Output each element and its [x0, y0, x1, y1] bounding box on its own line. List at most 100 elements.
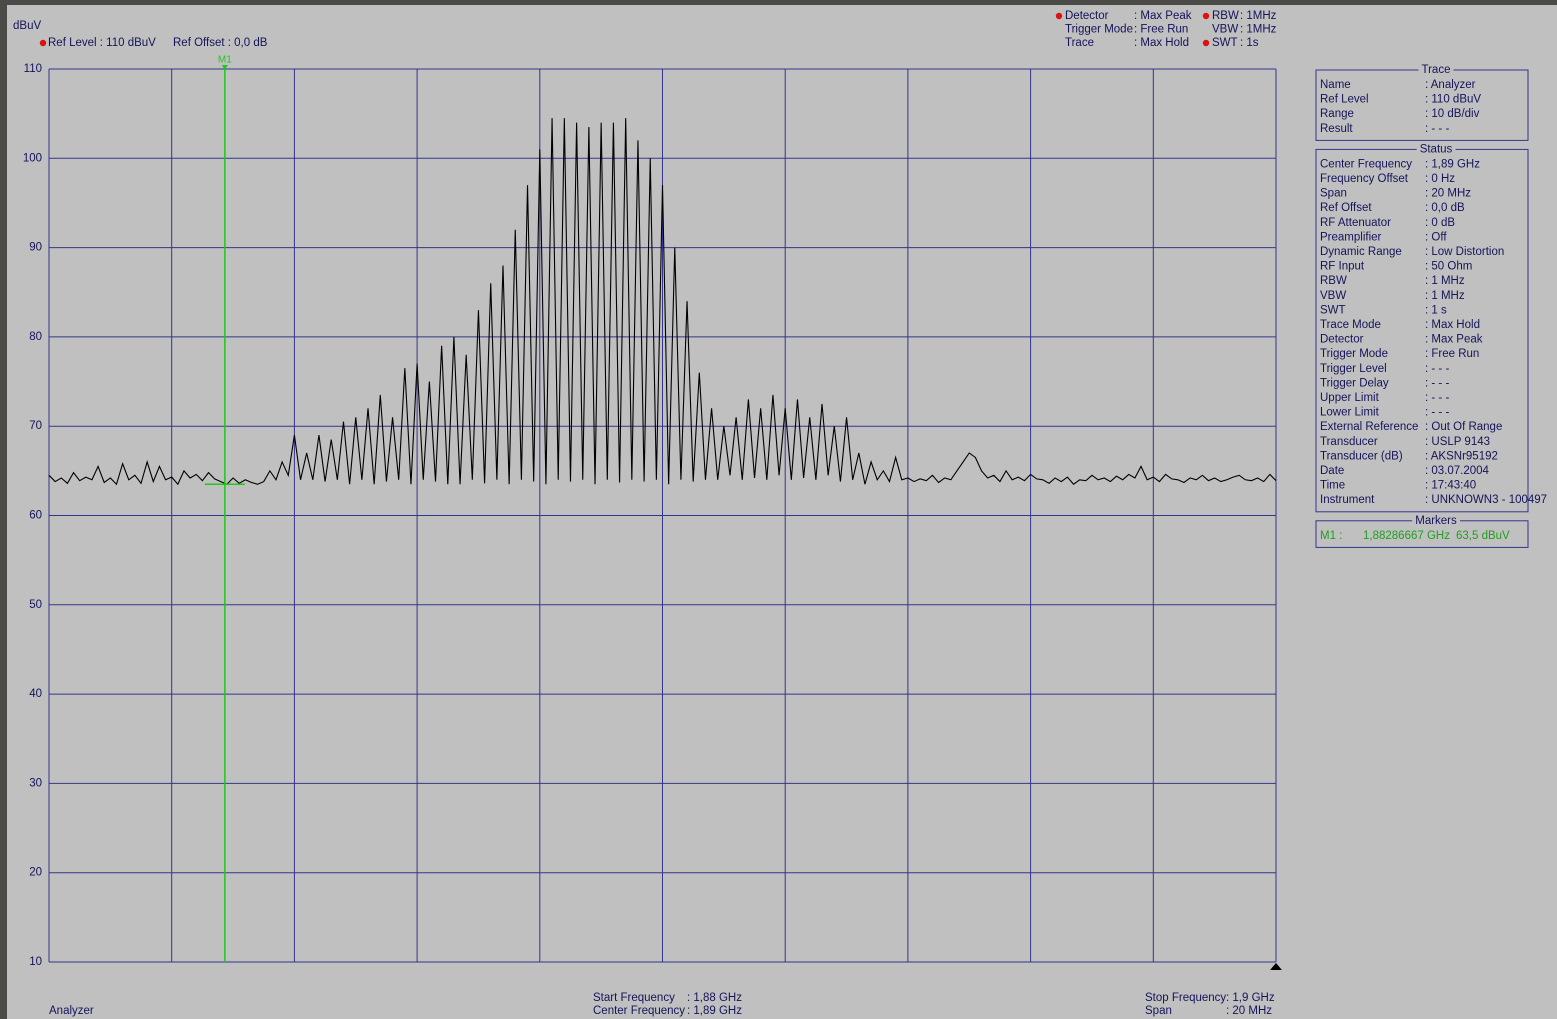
panel-label: Frequency Offset: [1320, 173, 1409, 185]
panel-label: Ref Offset: [1320, 202, 1372, 214]
panel-value: : USLP 9143: [1425, 436, 1490, 448]
axis-arrow: [1270, 963, 1282, 970]
panel-title-bg: [1416, 143, 1456, 156]
panel-value: : 0 dB: [1425, 217, 1455, 229]
y-tick-label: 80: [29, 331, 42, 343]
setting-label: RBW: [1212, 10, 1239, 22]
setting-value: : 1MHz: [1240, 10, 1277, 22]
y-tick-label: 10: [29, 956, 42, 968]
panel-title: Status: [1420, 143, 1453, 155]
panel-value: : 20 MHz: [1425, 188, 1471, 200]
panel-value: : UNKNOWN3 - 100497: [1425, 494, 1547, 506]
setting-label: Trigger Mode: [1065, 24, 1133, 36]
panel-value: : - - -: [1425, 363, 1449, 375]
panel-label: RBW: [1320, 275, 1347, 287]
panel-label: Preamplifier: [1320, 231, 1382, 243]
y-tick-label: 110: [24, 63, 42, 75]
panel-value: : Max Peak: [1425, 334, 1483, 346]
panel-label: M1 :: [1320, 530, 1342, 542]
panel-label: Trigger Delay: [1320, 377, 1389, 389]
panel-label: RF Input: [1320, 261, 1365, 273]
panel-value: : Off: [1425, 231, 1447, 243]
y-tick-label: 50: [29, 599, 42, 611]
footer-value: : 1,89 GHz: [687, 1005, 742, 1017]
y-axis-label: dBuV: [13, 20, 41, 32]
panel-value: : 1 MHz: [1425, 290, 1465, 302]
setting-label: SWT: [1212, 37, 1238, 49]
y-tick-label: 70: [29, 420, 42, 432]
panel-label: Result: [1320, 123, 1353, 135]
header-setting: Ref Offset : 0,0 dB: [173, 37, 268, 49]
panel-value: : 10 dB/div: [1425, 108, 1480, 120]
y-tick-label: 100: [23, 152, 42, 164]
status-dot: [1202, 12, 1210, 20]
panel-value: : - - -: [1425, 123, 1449, 135]
panel-value: : 03.07.2004: [1425, 465, 1490, 477]
panel-label: Span: [1320, 188, 1347, 200]
setting-label: Detector: [1065, 10, 1109, 22]
panel-label: Trigger Level: [1320, 363, 1387, 375]
trace-line: [48, 118, 1277, 486]
panel-value: : 1,89 GHz: [1425, 158, 1480, 170]
panel-label: Dynamic Range: [1320, 246, 1402, 258]
panel-value: : 50 Ohm: [1425, 261, 1472, 273]
marker-arrow: [221, 65, 228, 70]
panel-value: : Analyzer: [1425, 79, 1476, 91]
status-dot: [1055, 12, 1063, 20]
status-dot: [1202, 39, 1210, 47]
panel-value: : Low Distortion: [1425, 246, 1504, 258]
panel-value: : 0,0 dB: [1425, 202, 1465, 214]
panel-value: : Out Of Range: [1425, 421, 1502, 433]
panel-value: : Free Run: [1425, 348, 1479, 360]
footer-label: Start Frequency: [593, 992, 675, 1004]
setting-value: : 1s: [1240, 37, 1259, 49]
panel-title-bg: [1412, 514, 1461, 527]
panel-label: Time: [1320, 480, 1345, 492]
footer-value: : 1,9 GHz: [1226, 992, 1275, 1004]
marker-label: M1: [218, 55, 232, 66]
panel-label: External Reference: [1320, 421, 1418, 433]
footer-label: Span: [1145, 1005, 1172, 1017]
trace-name: Analyzer: [49, 1005, 94, 1017]
panel-label: Instrument: [1320, 494, 1375, 506]
status-dot: [39, 39, 47, 47]
panel-label: Detector: [1320, 334, 1364, 346]
footer-value: : 20 MHz: [1226, 1005, 1272, 1017]
y-tick-label: 60: [29, 510, 42, 522]
panel-title: Trace: [1422, 64, 1451, 76]
panel-label: Upper Limit: [1320, 392, 1380, 404]
setting-value: : 1MHz: [1240, 24, 1277, 36]
setting-value: : Max Peak: [1134, 10, 1192, 22]
panel-value: : 1 MHz: [1425, 275, 1465, 287]
panel-value: : 0 Hz: [1425, 173, 1455, 185]
y-tick-label: 30: [29, 777, 42, 789]
footer-label: Center Frequency: [593, 1005, 685, 1017]
setting-label: VBW: [1212, 24, 1238, 36]
panel-label: SWT: [1320, 304, 1346, 316]
y-tick-label: 40: [29, 688, 42, 700]
panel-value: : Max Hold: [1425, 319, 1480, 331]
panel-label: Ref Level: [1320, 94, 1369, 106]
y-tick-label: 90: [29, 242, 42, 254]
background: [7, 5, 1557, 1019]
panel-label: Lower Limit: [1320, 407, 1380, 419]
setting-label: Trace: [1065, 37, 1094, 49]
footer-label: Stop Frequency: [1145, 992, 1226, 1004]
panel-label: Transducer (dB): [1320, 450, 1403, 462]
panel-value: : - - -: [1425, 377, 1449, 389]
panel-label: Transducer: [1320, 436, 1378, 448]
setting-value: : Free Run: [1134, 24, 1188, 36]
panel-title: Markers: [1415, 515, 1457, 527]
setting-value: : Max Hold: [1134, 37, 1189, 49]
panel-value: 1,88286667 GHz: [1363, 530, 1450, 542]
panel-value: : AKSNr95192: [1425, 450, 1498, 462]
header-setting: Ref Level : 110 dBuV: [48, 37, 156, 49]
panel-label: Center Frequency: [1320, 158, 1412, 170]
panel-label: RF Attenuator: [1320, 217, 1391, 229]
panel-label: VBW: [1320, 290, 1346, 302]
y-tick-label: 20: [29, 867, 42, 879]
panel-value: : - - -: [1425, 392, 1449, 404]
panel-value: : 17:43:40: [1425, 480, 1476, 492]
